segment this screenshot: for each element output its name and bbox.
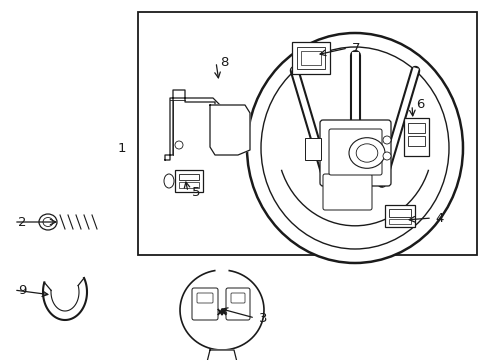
Polygon shape xyxy=(218,309,226,315)
Polygon shape xyxy=(210,105,250,155)
Bar xyxy=(175,170,203,192)
Bar xyxy=(179,174,199,180)
Text: 9: 9 xyxy=(18,284,26,297)
Bar xyxy=(301,51,321,65)
Polygon shape xyxy=(165,90,220,160)
Text: 8: 8 xyxy=(220,55,228,68)
Ellipse shape xyxy=(164,174,174,188)
FancyBboxPatch shape xyxy=(323,174,372,210)
Text: 1: 1 xyxy=(118,141,126,154)
Bar xyxy=(389,219,411,224)
FancyBboxPatch shape xyxy=(329,129,382,175)
Text: 6: 6 xyxy=(416,99,424,112)
FancyBboxPatch shape xyxy=(192,288,218,320)
Text: 3: 3 xyxy=(259,311,267,324)
Ellipse shape xyxy=(261,47,449,249)
Polygon shape xyxy=(207,350,237,360)
Ellipse shape xyxy=(43,217,53,226)
Bar xyxy=(389,209,411,217)
Bar xyxy=(179,182,199,188)
Ellipse shape xyxy=(383,152,391,160)
Bar xyxy=(305,138,321,160)
Ellipse shape xyxy=(383,136,391,144)
Text: 2: 2 xyxy=(18,216,26,229)
Bar xyxy=(297,47,325,69)
FancyBboxPatch shape xyxy=(197,293,213,303)
Bar xyxy=(385,205,415,227)
Ellipse shape xyxy=(247,33,463,263)
Bar xyxy=(138,12,477,255)
Ellipse shape xyxy=(356,144,378,162)
Text: 7: 7 xyxy=(352,41,360,54)
Ellipse shape xyxy=(349,138,385,168)
Ellipse shape xyxy=(175,141,183,149)
Bar xyxy=(292,42,330,74)
FancyBboxPatch shape xyxy=(226,288,250,320)
Bar xyxy=(404,118,429,156)
Bar xyxy=(408,136,425,146)
Bar xyxy=(408,123,425,133)
FancyBboxPatch shape xyxy=(320,120,391,186)
Text: 4: 4 xyxy=(436,211,444,225)
FancyBboxPatch shape xyxy=(231,293,245,303)
Polygon shape xyxy=(180,271,264,350)
Ellipse shape xyxy=(39,214,57,230)
Text: 5: 5 xyxy=(192,185,200,198)
